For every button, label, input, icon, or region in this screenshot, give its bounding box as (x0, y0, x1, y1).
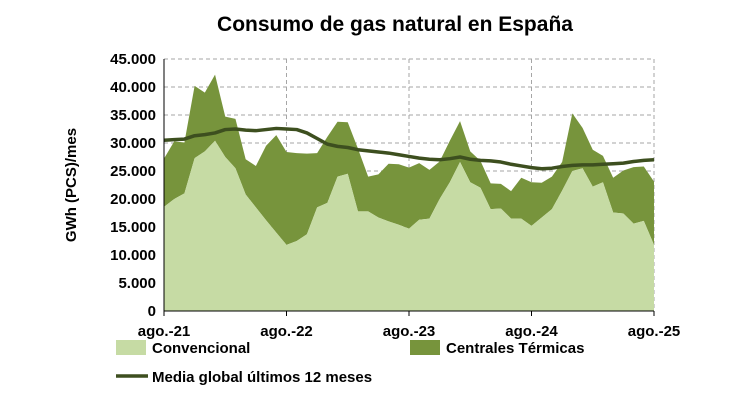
legend-label: Convencional (152, 340, 250, 357)
y-tick-label: 20.000 (110, 191, 156, 208)
legend-label: Centrales Térmicas (446, 340, 584, 357)
series-convencional-area (164, 140, 654, 311)
tick-layer: 0 5.000 10.000 15.000 20.000 25.000 30.000 35.0… (110, 51, 680, 340)
legend: Convencional Centrales Térmicas Media glob… (116, 340, 584, 386)
y-tick-label: 25.000 (110, 163, 156, 180)
x-tick-label: ago.-24 (505, 323, 558, 340)
x-tick-label: ago.-23 (383, 323, 436, 340)
y-axis-label: GWh (PCS)/mes (63, 128, 80, 242)
line-layer (163, 126, 655, 171)
y-tick-label: 15.000 (110, 219, 156, 236)
y-tick-label: 10.000 (110, 247, 156, 264)
y-tick-label: 30.000 (110, 135, 156, 152)
legend-swatch (410, 340, 440, 355)
area-layer (164, 74, 654, 311)
y-tick-label: 40.000 (110, 79, 156, 96)
x-tick-label: ago.-21 (138, 323, 191, 340)
y-tick-label: 35.000 (110, 107, 156, 124)
y-tick-label: 5.000 (118, 275, 156, 292)
legend-label: Media global últimos 12 meses (152, 369, 372, 386)
series-media-line (163, 126, 655, 171)
y-tick-label: 0 (148, 303, 156, 320)
chart-title: Consumo de gas natural en España (217, 13, 573, 36)
x-tick-label: ago.-25 (628, 323, 681, 340)
series-centrales-termicas-area (164, 74, 654, 245)
y-tick-label: 45.000 (110, 51, 156, 68)
x-tick-label: ago.-22 (260, 323, 313, 340)
legend-swatch (116, 340, 146, 355)
